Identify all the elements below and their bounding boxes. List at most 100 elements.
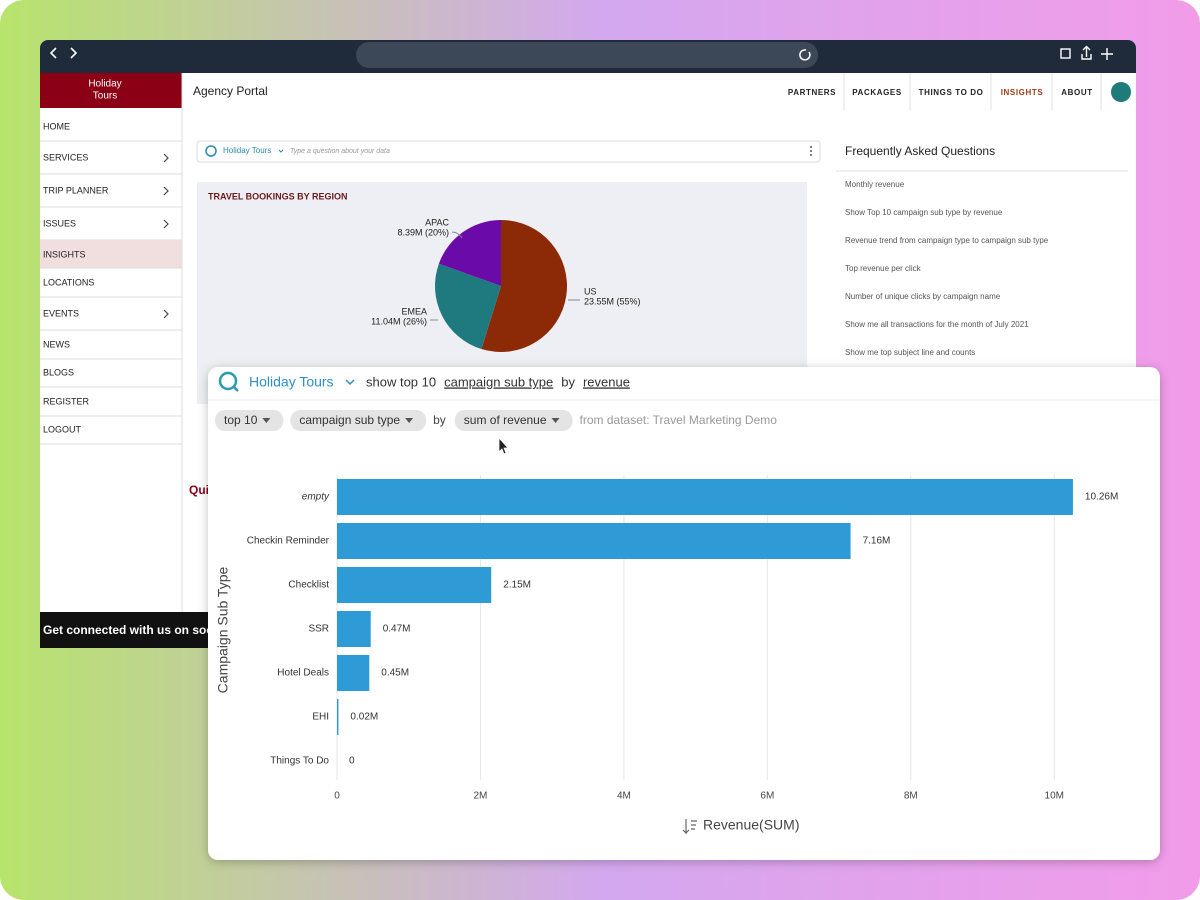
x-axis-title: Revenue(SUM): [703, 817, 799, 833]
query-word[interactable]: campaign sub type: [444, 374, 553, 389]
value-label: 0.47M: [383, 624, 411, 635]
x-tick-label: 4M: [617, 791, 631, 802]
logo-box[interactable]: [40, 73, 182, 108]
menu-item[interactable]: LOGOUT: [43, 424, 82, 434]
filter-chip[interactable]: [454, 410, 573, 431]
filter-chip-text: sum of revenue: [464, 413, 547, 427]
user-avatar[interactable]: [1111, 82, 1131, 102]
mouse-cursor: [498, 436, 509, 455]
submenu-chevron: [163, 309, 169, 319]
kebab-menu[interactable]: [810, 146, 812, 156]
x-tick-label: 8M: [904, 791, 918, 802]
filter-chip-text: campaign sub type: [299, 413, 400, 427]
pie-value-label: 23.55M (55%): [584, 296, 641, 306]
menu-item[interactable]: NEWS: [43, 339, 70, 349]
x-tick-label: 10M: [1045, 791, 1064, 802]
menu-item[interactable]: REGISTER: [43, 396, 90, 406]
chip-caret: [551, 418, 560, 423]
y-tick-label: Hotel Deals: [277, 668, 329, 679]
y-tick-label: empty: [302, 492, 330, 503]
bar: [337, 479, 1073, 515]
bar: [337, 523, 851, 559]
nav-item[interactable]: THINGS TO DO: [919, 88, 984, 97]
menu-item[interactable]: TRIP PLANNER: [43, 185, 109, 195]
query-word: by: [561, 374, 575, 389]
faq-item[interactable]: Top revenue per click: [845, 264, 922, 273]
pie-label: EMEA: [401, 306, 427, 316]
menu-item[interactable]: HOME: [43, 121, 70, 131]
value-label: 0: [349, 756, 355, 767]
nav-item[interactable]: INSIGHTS: [1001, 88, 1044, 97]
y-tick-label: EHI: [312, 712, 329, 723]
footer-bar: [40, 612, 208, 648]
y-tick-label: Things To Do: [270, 756, 329, 767]
faq-item[interactable]: Show Top 10 campaign sub type by revenue: [845, 208, 1003, 217]
y-tick-label: SSR: [308, 624, 329, 635]
faq-item[interactable]: Revenue trend from campaign type to camp…: [845, 236, 1049, 245]
faq-item[interactable]: Monthly revenue: [845, 180, 905, 189]
query-word[interactable]: revenue: [583, 374, 630, 389]
qa-icon: [218, 371, 238, 391]
y-tick-label: Checklist: [288, 580, 329, 591]
x-tick-label: 0: [334, 791, 340, 802]
pie-value-label: 8.39M (20%): [397, 227, 449, 237]
nav-item[interactable]: ABOUT: [1061, 88, 1092, 97]
pie-label: APAC: [425, 217, 449, 227]
value-label: 0.45M: [381, 668, 409, 679]
dataset-chevron: [345, 379, 355, 386]
faq-item[interactable]: Number of unique clicks by campaign name: [845, 292, 1001, 301]
logo-text: Tours: [93, 91, 117, 102]
query-word: show top 10: [366, 374, 436, 389]
nav-item[interactable]: PARTNERS: [788, 88, 836, 97]
reload-icon[interactable]: [799, 49, 811, 61]
nav-item[interactable]: PACKAGES: [852, 88, 902, 97]
toolbar-icons[interactable]: [1060, 45, 1113, 61]
chip-caret: [405, 418, 414, 423]
menu-item[interactable]: SERVICES: [43, 152, 88, 162]
filter-chip[interactable]: [290, 410, 427, 431]
pie-value-label: 11.04M (26%): [371, 316, 427, 326]
faq-item[interactable]: Show me all transactions for the month o…: [845, 320, 1029, 329]
bar: [337, 699, 339, 735]
footer-text: Get connected with us on social: [43, 623, 226, 637]
submenu-chevron: [163, 186, 169, 196]
dataset-note: from dataset: Travel Marketing Demo: [580, 413, 778, 427]
pie-slice: [435, 263, 501, 350]
filter-word: by: [433, 413, 446, 427]
pie-slice: [481, 220, 568, 353]
faq-item[interactable]: Show me top subject line and counts: [845, 348, 975, 357]
page-title: Agency Portal: [193, 84, 268, 98]
nav-arrows[interactable]: [49, 47, 78, 59]
address-bar[interactable]: [356, 42, 818, 68]
y-axis-title: Campaign Sub Type: [215, 566, 231, 693]
leader-line: [451, 231, 463, 239]
bar: [337, 611, 371, 647]
value-label: 10.26M: [1085, 492, 1118, 503]
pie-label: US: [584, 286, 597, 296]
menu-item[interactable]: BLOGS: [43, 367, 74, 377]
sort-icon: [682, 819, 697, 835]
value-label: 2.15M: [503, 580, 531, 591]
logo-text: Holiday: [88, 79, 121, 90]
y-tick-label: Checkin Reminder: [247, 536, 330, 547]
menu-item[interactable]: INSIGHTS: [43, 249, 86, 259]
value-label: 7.16M: [863, 536, 891, 547]
qa-dataset[interactable]: Holiday Tours: [249, 374, 334, 390]
qa-icon-tail: [232, 385, 239, 392]
faq-title: Frequently Asked Questions: [845, 144, 995, 158]
section-heading: Qui: [189, 483, 209, 497]
dataset-chevron: [278, 149, 284, 153]
filter-chip[interactable]: [215, 410, 284, 431]
x-tick-label: 6M: [760, 791, 774, 802]
submenu-chevron: [163, 153, 169, 163]
menu-item[interactable]: LOCATIONS: [43, 277, 94, 287]
menu-item[interactable]: ISSUES: [43, 218, 76, 228]
bar: [337, 655, 370, 691]
filter-chip-text: top 10: [224, 413, 258, 427]
menu-item[interactable]: EVENTS: [43, 308, 79, 318]
search-icon: [205, 145, 217, 157]
search-bar[interactable]: [196, 140, 821, 163]
search-dataset: Holiday Tours: [223, 146, 271, 155]
chart-title: TRAVEL BOOKINGS BY REGION: [208, 191, 348, 201]
